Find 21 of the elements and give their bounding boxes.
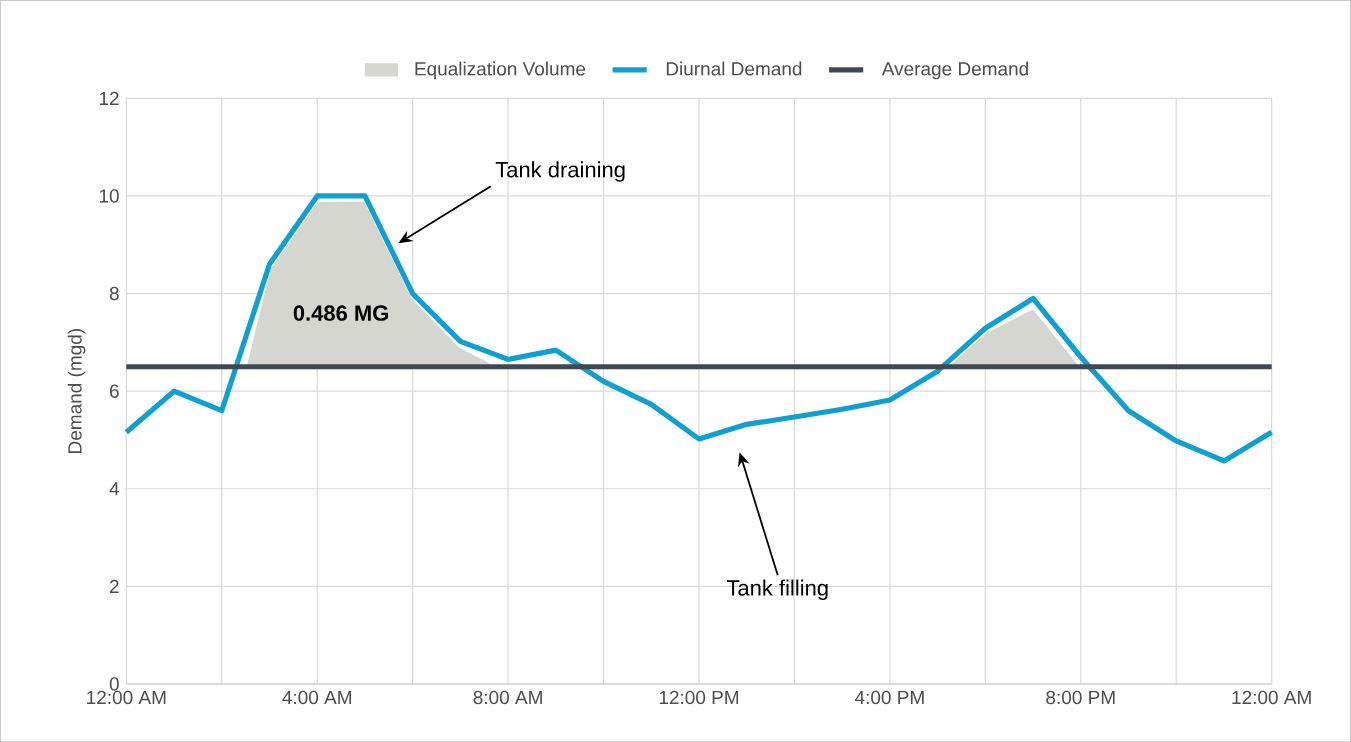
x-tick-label: 4:00 AM: [282, 690, 351, 704]
y-tick-label: 2: [109, 579, 119, 593]
x-tick-label: 12:00 PM: [659, 690, 739, 704]
y-tick-label: 12: [99, 91, 119, 105]
legend-label: Equalization Volume: [415, 61, 586, 80]
x-tick-label: 8:00 AM: [473, 690, 542, 704]
y-tick-label: 0: [109, 677, 119, 691]
annotation: Tank filling: [726, 579, 828, 600]
y-tick-label: 6: [110, 384, 119, 398]
x-tick-label: 12:00 AM: [1232, 690, 1311, 704]
y-tick-label: 10: [99, 189, 119, 203]
y-tick-label: 4: [109, 482, 120, 496]
x-tick-label: 4:00 PM: [854, 690, 924, 704]
legend-label: Diurnal Demand: [666, 61, 802, 76]
y-tick-label: 8: [109, 286, 119, 301]
y-axis-title: Demand (mgd): [67, 328, 86, 453]
legend-label: Average Demand: [881, 61, 1028, 80]
x-tick-label: 8:00 PM: [1046, 690, 1115, 704]
x-tick-label: 12:00 AM: [87, 690, 166, 704]
annotation: Tank draining: [495, 161, 625, 182]
annotation: 0.486 MG: [293, 305, 388, 321]
